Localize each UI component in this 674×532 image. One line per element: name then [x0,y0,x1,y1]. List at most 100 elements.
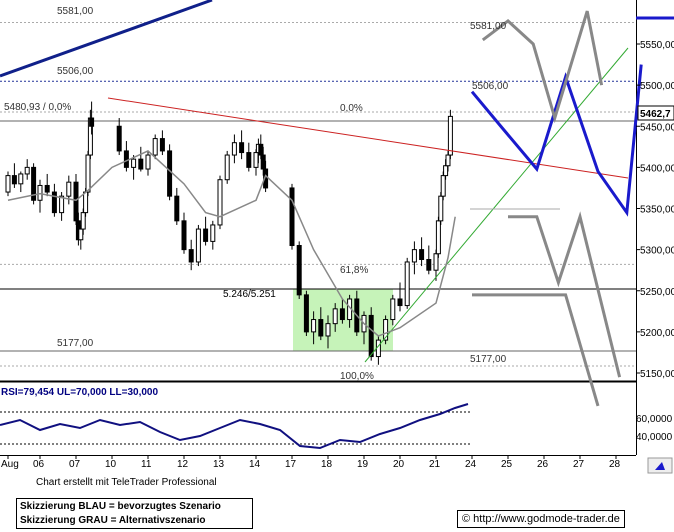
candle-body [311,319,317,333]
x-tick-label: 21 [429,459,441,470]
y-tick-label: 5550,00 [640,40,674,51]
legend-blue: Skizzierung BLAU = bevorzugtes Szenario [20,501,221,512]
scenario-blue-path [470,64,643,217]
y-tick-label: 5400,00 [640,163,674,174]
candle-body [80,212,86,230]
candle-body [397,298,403,307]
x-tick-label: 26 [537,459,549,470]
label-fib-0: 0,0% [340,103,363,114]
candle-body [37,184,43,201]
rsi-line [0,403,469,450]
candle-body [116,125,122,152]
last-price-box [637,105,674,121]
candle-body [78,228,84,241]
x-tick-label: 18 [321,459,333,470]
rsi-label: RSI=79,454 UL=70,000 LL=30,000 [1,387,158,398]
scroll-arrow-icon [655,462,665,470]
candle-body [85,154,91,193]
candle-body [419,249,425,260]
y-tick-label: 5300,00 [640,246,674,257]
y-tick-label: 5450,00 [640,122,674,133]
candle-body [145,154,151,170]
candle-body [296,245,302,296]
candle-body [51,191,57,214]
candle-body [325,323,331,337]
candle-body [188,249,194,263]
rsi-y-tick-label: 60,0000 [636,414,673,425]
label-zone: 5.246/5.251 [223,289,276,300]
candle-body [167,150,173,197]
y-tick-label: 5200,00 [640,328,674,339]
candle-body [217,179,223,226]
x-tick-label: 24 [465,459,477,470]
candle-body [73,181,79,222]
x-tick-label: 27 [573,459,585,470]
candle-body [447,115,453,156]
candle-body [318,319,324,337]
source-link[interactable]: © http://www.godmode-trader.de [457,510,625,528]
x-tick-label: 14 [249,459,261,470]
x-tick-label: 28 [609,459,621,470]
label-5506-left: 5506,00 [57,66,94,77]
candle-body [303,294,309,333]
legend-gray: Skizzierung GRAU = Alternativszenario [20,515,206,526]
x-tick-label: Aug [1,459,19,470]
candle-body [260,154,266,170]
label-fib-618: 61,8% [340,265,368,276]
candle-body [66,181,72,197]
candle-body [332,308,338,325]
last-price-value: 5462,7 [640,109,671,120]
x-tick-label: 07 [69,459,81,470]
y-tick-label: 5150,00 [640,369,674,380]
candle-body [440,175,446,197]
candle-body [210,224,216,242]
x-tick-label: 17 [285,459,297,470]
candle-body [246,152,252,168]
scenario-gray-up-path [481,10,604,124]
scenario-gray-down2-path [472,293,600,407]
candle-body [174,195,180,222]
label-5581-right: 5581,00 [470,21,507,32]
support-trendline [364,47,629,363]
candle-body [59,195,65,214]
candle-body [404,261,410,307]
candle-body [289,187,295,247]
label-5177-right: 5177,00 [470,354,507,365]
candle-body [339,308,345,321]
x-tick-label: 19 [357,459,369,470]
long-trendline [0,0,213,78]
candle-body [138,158,144,170]
resistance-trendline [107,97,629,179]
candle-body [253,152,259,168]
candle-body [24,166,30,175]
candle-body [131,158,137,168]
candle-body [5,175,11,193]
candle-body [83,191,89,214]
x-tick-label: 13 [213,459,225,470]
candle-body [231,142,237,156]
candle-body [195,228,201,263]
candle-body [224,154,230,181]
candle-body [11,175,17,185]
rsi-y-tick-label: 40,0000 [636,432,673,443]
candle-body [368,314,374,358]
candle-body [426,258,432,271]
candle-body [438,195,444,222]
moving-average-line [7,150,456,337]
candle-body [411,249,417,263]
x-tick-label: 20 [393,459,405,470]
candle-body [203,228,209,242]
copyright-icon: © [462,513,474,525]
x-tick-label: 12 [177,459,189,470]
x-tick-label: 06 [33,459,45,470]
chart-svg: 60,0000 40,0000 5550,00 5500,00 5450,00 5400… [0,0,674,474]
label-fib-start: 5480,93 / 0,0% [4,102,71,113]
label-fib-100: 100,0% [340,371,374,382]
candle-body [123,150,129,168]
x-tick-label: 11 [141,459,152,470]
candle-body [31,166,37,201]
candle-body [435,220,441,255]
x-tick-label: 25 [501,459,513,470]
label-5581-left: 5581,00 [57,6,94,17]
